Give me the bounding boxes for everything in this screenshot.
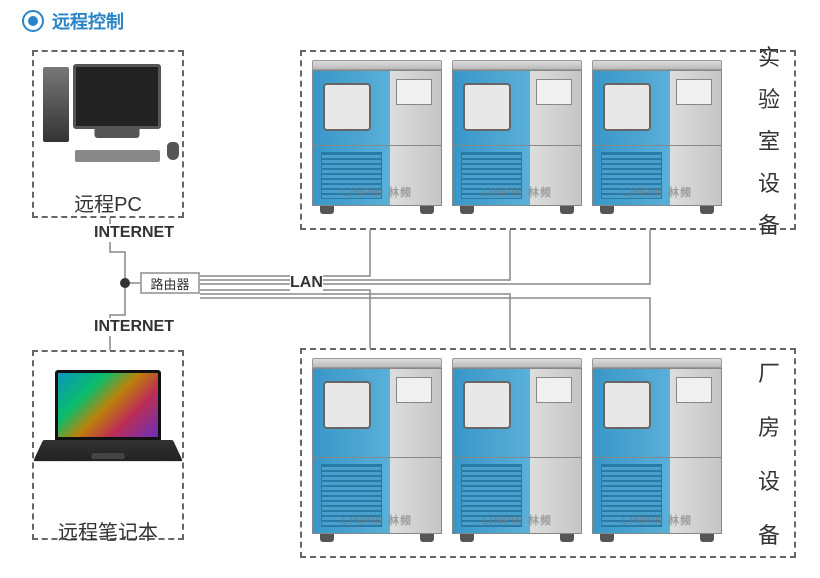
- lab-label: 实 验 室 设 备: [758, 40, 780, 240]
- test-chamber: LINPIN 林频: [452, 60, 582, 214]
- remote-pc-box: 远程PC: [32, 50, 184, 218]
- desktop-pc-icon: [43, 62, 173, 162]
- internet-label-top: INTERNET: [94, 224, 174, 242]
- router-label: 路由器: [150, 274, 189, 293]
- lab-chambers-row: LINPIN 林频 LINPIN 林频 LINPIN 林频: [302, 52, 794, 214]
- factory-label: 厂 房 设 备: [758, 356, 780, 550]
- internet-label-bottom: INTERNET: [94, 318, 174, 336]
- test-chamber: LINPIN 林频: [452, 358, 582, 542]
- laptop-label: 远程笔记本: [34, 516, 182, 545]
- test-chamber: LINPIN 林频: [592, 60, 722, 214]
- title-text: 远程控制: [52, 8, 124, 34]
- remote-laptop-box: 远程笔记本: [32, 350, 184, 540]
- factory-equipment-box: LINPIN 林频 LINPIN 林频 LINPIN 林频 厂 房 设 备: [300, 348, 796, 558]
- test-chamber: LINPIN 林频: [312, 60, 442, 214]
- router-box: 路由器: [140, 272, 200, 294]
- factory-chambers-row: LINPIN 林频 LINPIN 林频 LINPIN 林频: [302, 350, 794, 542]
- target-icon: [22, 10, 44, 32]
- pc-label: 远程PC: [34, 188, 182, 217]
- lan-label: LAN: [290, 274, 323, 292]
- test-chamber: LINPIN 林频: [312, 358, 442, 542]
- laptop-icon: [43, 370, 173, 480]
- test-chamber: LINPIN 林频: [592, 358, 722, 542]
- lab-equipment-box: LINPIN 林频 LINPIN 林频 LINPIN 林频 实 验 室 设 备: [300, 50, 796, 230]
- router-node-icon: [120, 278, 130, 288]
- diagram-title: 远程控制: [22, 8, 124, 34]
